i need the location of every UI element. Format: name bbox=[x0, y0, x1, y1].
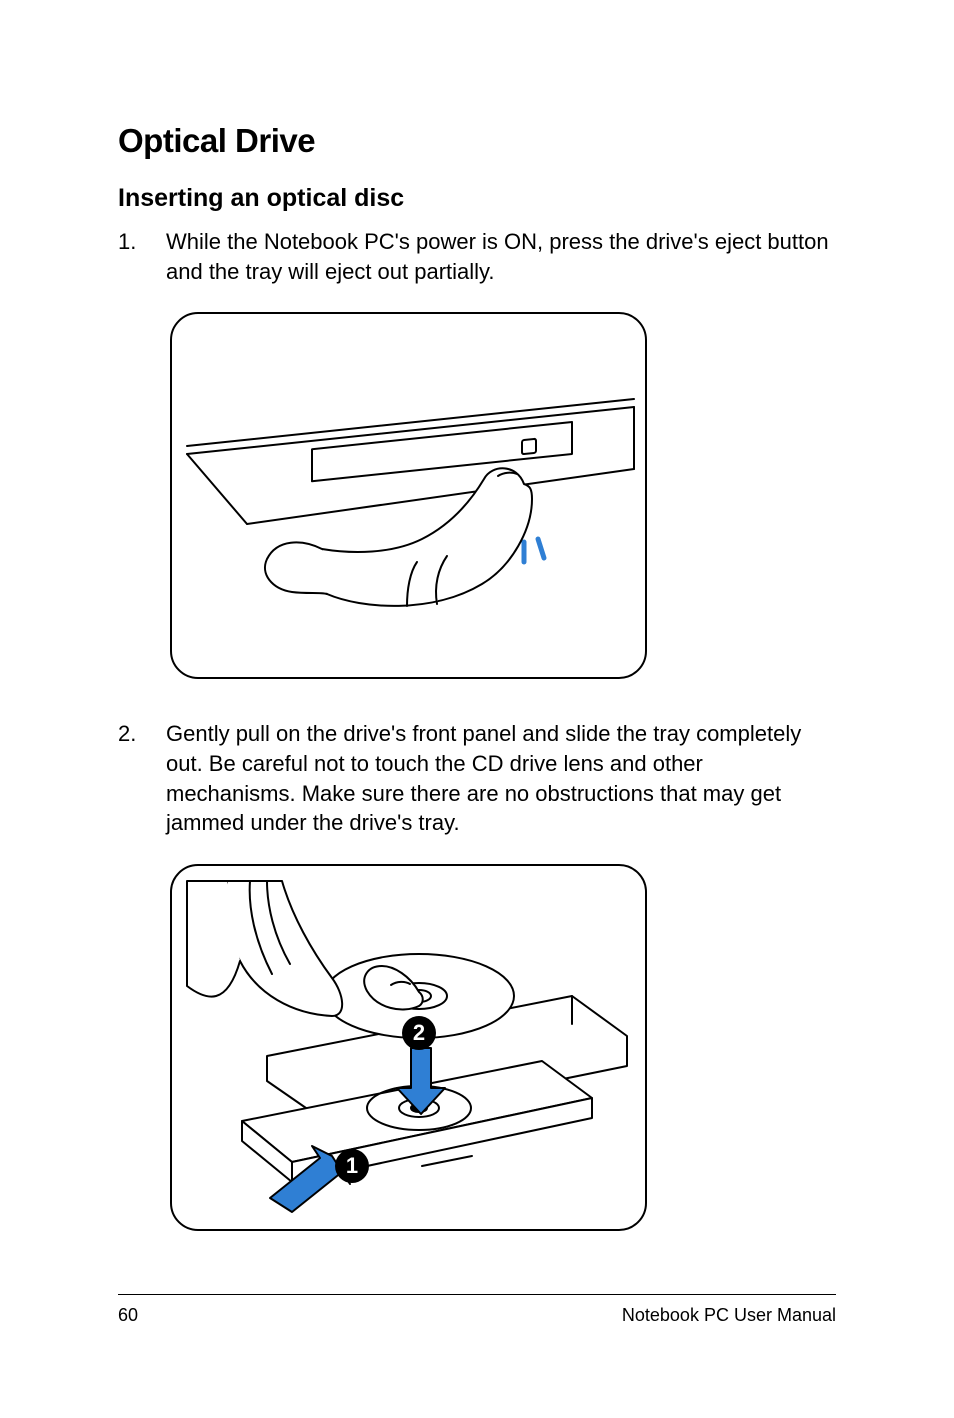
steps-list: 1. While the Notebook PC's power is ON, … bbox=[118, 227, 836, 1231]
sub-title: Inserting an optical disc bbox=[118, 184, 836, 213]
figure-1-illustration bbox=[172, 314, 647, 679]
svg-text:1: 1 bbox=[346, 1153, 358, 1178]
manual-page: Optical Drive Inserting an optical disc … bbox=[0, 0, 954, 1418]
figure-2-frame: 1 2 bbox=[170, 864, 647, 1231]
step-2: 2. Gently pull on the drive's front pane… bbox=[118, 719, 836, 838]
figure-1-frame bbox=[170, 312, 647, 679]
page-number: 60 bbox=[118, 1305, 138, 1326]
step-number: 1. bbox=[118, 227, 166, 286]
section-title: Optical Drive bbox=[118, 122, 836, 160]
step-number: 2. bbox=[118, 719, 166, 838]
step-1: 1. While the Notebook PC's power is ON, … bbox=[118, 227, 836, 286]
doc-title-footer: Notebook PC User Manual bbox=[622, 1305, 836, 1326]
callout-2: 2 bbox=[402, 1016, 436, 1050]
figure-2-illustration: 1 2 bbox=[172, 866, 647, 1231]
figure-1-wrap bbox=[170, 312, 836, 679]
page-footer: 60 Notebook PC User Manual bbox=[118, 1294, 836, 1326]
callout-1: 1 bbox=[335, 1149, 369, 1183]
step-text: Gently pull on the drive's front panel a… bbox=[166, 719, 836, 838]
figure-2-wrap: 1 2 bbox=[170, 864, 836, 1231]
svg-text:2: 2 bbox=[413, 1020, 425, 1045]
step-text: While the Notebook PC's power is ON, pre… bbox=[166, 227, 836, 286]
